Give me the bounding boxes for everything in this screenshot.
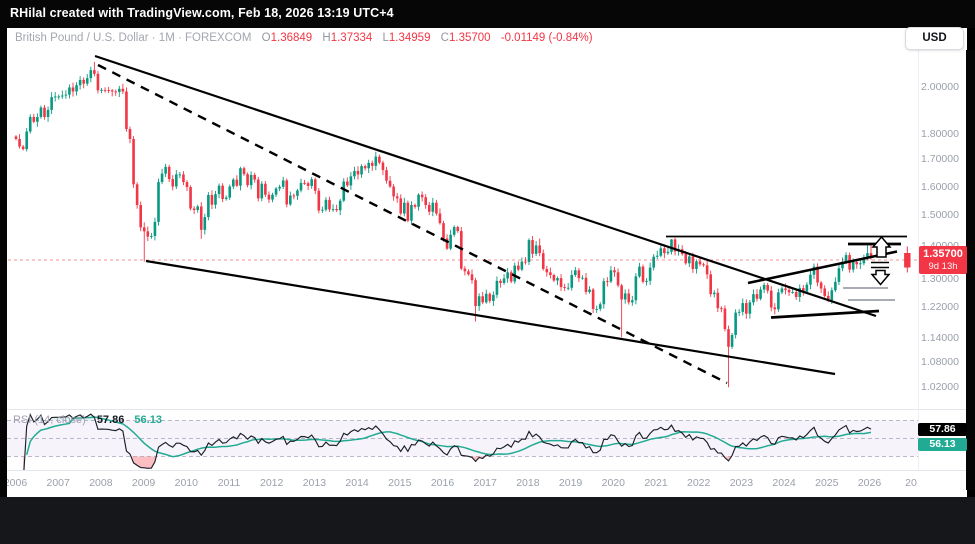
price-axis-label: 1.50000 [921, 209, 959, 222]
trendline-drawings[interactable] [94, 54, 907, 385]
current-price-value: 1.35700 [923, 248, 963, 261]
price-axis-label: 1.22000 [921, 301, 959, 314]
time-axis-label: 2017 [473, 477, 497, 489]
attribution-bar: RHilal created with TradingView.com, Feb… [0, 0, 975, 28]
low-label: L [382, 32, 389, 44]
time-axis-label: 2020 [601, 477, 625, 489]
change-value: -0.01149 (-0.84%) [500, 32, 593, 44]
rsi-value-badge: 57.86 [918, 423, 967, 436]
price-axis-label: 1.60000 [921, 180, 959, 193]
price-axis-label: 1.30000 [921, 273, 959, 286]
down-arrow-marker[interactable] [870, 269, 891, 286]
footer-bar: TradingView [0, 497, 975, 544]
arrow-markers[interactable] [870, 235, 892, 286]
rsi-ma-value-badge: 56.13 [918, 437, 967, 451]
rsi-legend[interactable]: RSI (14, close) 57.86 56.13 [13, 413, 162, 427]
time-axis-label: 2018 [516, 477, 540, 489]
time-axis-label: 2013 [302, 477, 327, 489]
current-price-badge: 1.35700 9d 13h [919, 246, 967, 275]
time-axis-label: 2016 [430, 477, 455, 489]
upper-channel-trendline[interactable] [94, 54, 877, 318]
high-value: 1.37334 [330, 32, 373, 44]
up-arrow-marker[interactable] [871, 235, 892, 258]
symbol-title[interactable]: British Pound / U.S. Dollar · 1M · FOREX… [15, 32, 252, 44]
price-axis-label: 1.14000 [921, 331, 959, 344]
open-value: 1.36849 [270, 32, 313, 44]
attribution-text: RHilal created with TradingView.com, Feb… [10, 6, 394, 20]
time-axis-label: 2007 [46, 477, 70, 489]
time-axis-label: 2014 [345, 477, 369, 489]
time-axis-label: 2011 [217, 477, 241, 489]
time-axis-label: 20 [905, 477, 917, 489]
rsi-label: RSI (14, close) [13, 414, 86, 426]
close-label: C [440, 32, 449, 44]
time-axis-label: 2008 [89, 477, 113, 489]
panel-right-edge [966, 50, 975, 490]
low-value: 1.34959 [388, 32, 431, 44]
rsi-band [7, 420, 918, 457]
inner-dashed-trendline[interactable] [97, 63, 728, 385]
price-axis-label: 1.70000 [921, 153, 959, 166]
time-axis-label: 2021 [644, 477, 668, 489]
time-axis-label: 2024 [772, 477, 796, 489]
time-axis-label: 2025 [815, 477, 839, 489]
panel-left-edge [0, 28, 7, 497]
time-axis-label: 2022 [687, 477, 711, 489]
close-value: 1.35700 [448, 32, 491, 44]
symbol-header[interactable]: British Pound / U.S. Dollar · 1M · FOREX… [15, 31, 593, 46]
price-axis-label: 1.08000 [921, 355, 959, 368]
time-axis-label: 2019 [558, 477, 583, 489]
rsi-lines [23, 413, 872, 470]
open-label: O [261, 32, 271, 44]
pennant-base-trendline[interactable] [770, 309, 880, 319]
pennant-support-trendline[interactable] [747, 250, 898, 285]
time-axis-label: 2015 [388, 477, 412, 489]
current-candle [904, 246, 911, 273]
time-axis-label: 2010 [174, 477, 198, 489]
price-axis-label: 2.00000 [921, 81, 959, 93]
rsi-value: 57.86 [96, 414, 125, 426]
time-axis-label: 2012 [260, 477, 284, 489]
time-axis-label: 2023 [729, 477, 754, 489]
rsi-ma-value: 56.13 [134, 414, 162, 426]
bar-countdown: 9d 13h [928, 261, 958, 273]
candlestick-series [14, 61, 873, 388]
price-axis-label: 1.02000 [921, 381, 959, 394]
high-label: H [322, 32, 331, 44]
time-axis-label: 2006 [3, 477, 28, 489]
time-axis-label: 2026 [857, 477, 882, 489]
time-axis-label: 2009 [131, 477, 156, 489]
price-axis-label: 1.80000 [921, 127, 959, 140]
lower-channel-trendline[interactable] [145, 259, 836, 376]
currency-toggle-button[interactable]: USD [905, 27, 964, 50]
pane-separators [7, 48, 967, 471]
